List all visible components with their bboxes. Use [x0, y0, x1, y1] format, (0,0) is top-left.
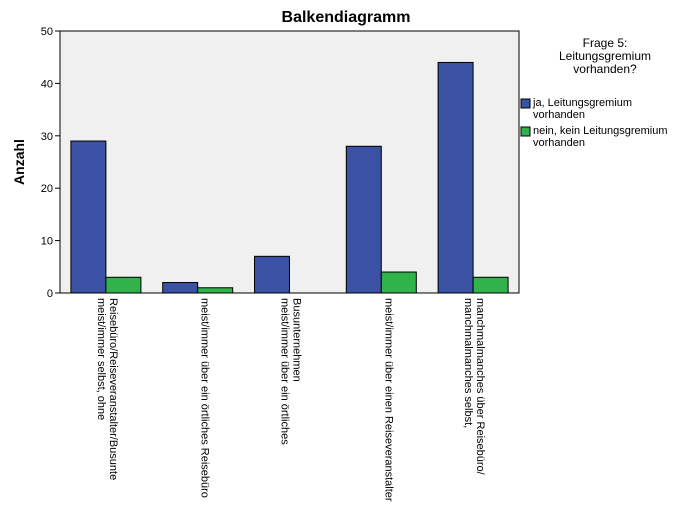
legend-label: vorhanden	[533, 137, 585, 149]
category-label: meist/immer über einen Reiseveranstalter	[382, 298, 394, 502]
y-tick-label: 30	[41, 131, 53, 143]
legend-swatch-nein	[520, 126, 531, 137]
bars	[70, 61, 509, 294]
category-label: meist/immer über ein örtliches Reisebüro	[199, 298, 211, 498]
legend-title: vorhanden?	[573, 62, 637, 76]
category-label: manchmalmanches über Reisebüro/	[474, 298, 486, 476]
y-tick-label: 20	[41, 183, 53, 195]
category-label: meist/immer selbst, ohne	[95, 298, 107, 420]
legend-swatch-ja	[520, 98, 531, 109]
bar-ja-5	[437, 61, 474, 294]
category-label: meist/immer über ein örtliches	[279, 298, 291, 445]
legend-label: ja, Leitungsgremium	[532, 97, 632, 109]
chart-title: Balkendiagramm	[282, 9, 411, 26]
y-tick-label: 50	[41, 26, 53, 38]
bar-ja-3	[254, 255, 290, 294]
y-axis: 0 10 20 30 40 50	[41, 26, 60, 300]
y-tick-label: 40	[41, 78, 53, 90]
category-labels: meist/immer selbst, ohne Reisebüro/Reisev…	[95, 298, 486, 502]
legend-label: nein, kein Leitungsgremium	[533, 125, 668, 137]
y-axis-label: Anzahl	[11, 139, 27, 185]
category-label: Busunternehmen	[291, 298, 303, 382]
bar-nein-4	[380, 271, 417, 294]
legend-label: vorhanden	[533, 109, 585, 121]
category-label: manchmalmanches selbst,	[462, 298, 474, 428]
bar-nein-1	[105, 276, 142, 294]
category-label: Reisebüro/Reiseveranstalter/Busunte	[107, 298, 119, 480]
bar-ja-1	[70, 140, 107, 294]
bar-nein-5	[472, 276, 509, 294]
legend-title: Leitungsgremium	[559, 49, 651, 63]
bar-nein-2	[197, 287, 234, 294]
legend-title: Frage 5:	[583, 36, 628, 50]
bar-ja-2	[162, 282, 199, 294]
y-tick-label: 10	[41, 236, 53, 248]
y-tick-label: 0	[47, 288, 53, 300]
bar-ja-4	[345, 145, 382, 294]
